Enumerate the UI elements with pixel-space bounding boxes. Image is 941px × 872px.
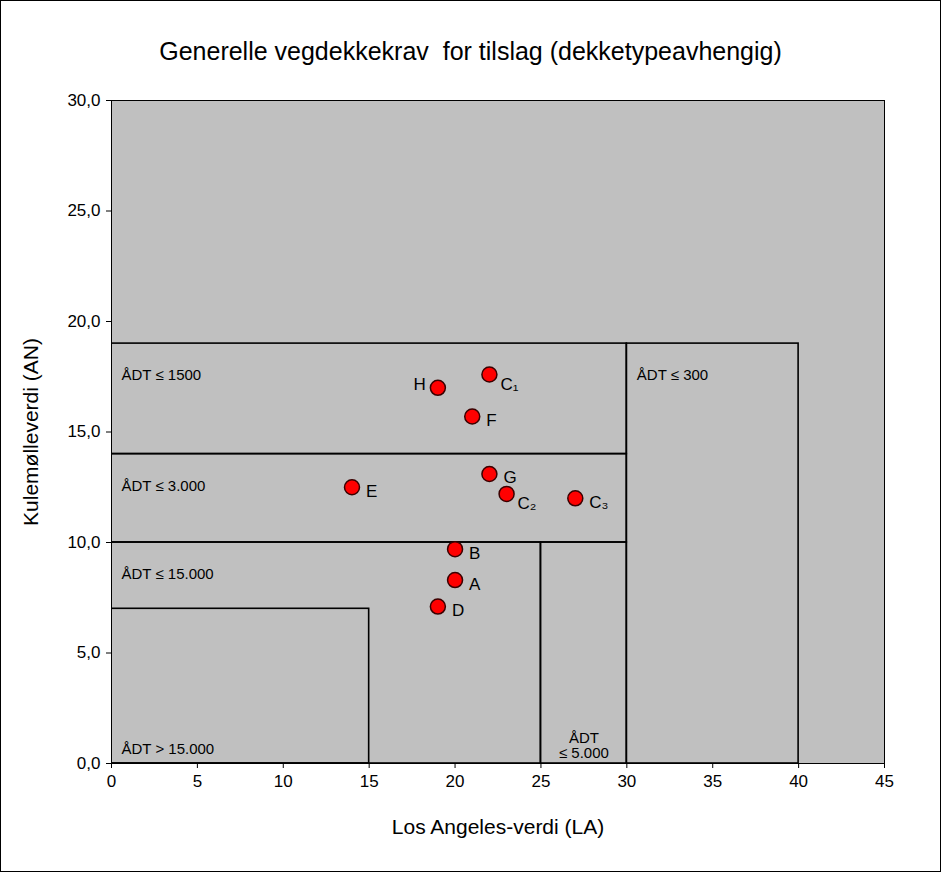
svg-text:10,0: 10,0 xyxy=(67,533,100,552)
svg-text:35: 35 xyxy=(703,772,722,791)
svg-text:0: 0 xyxy=(107,772,116,791)
svg-text:Kulemølleverdi (AN): Kulemølleverdi (AN) xyxy=(19,338,42,526)
svg-text:5: 5 xyxy=(193,772,202,791)
svg-text:E: E xyxy=(366,482,377,501)
svg-text:20: 20 xyxy=(446,772,465,791)
svg-text:H: H xyxy=(414,375,426,394)
svg-text:ÅDT ≤ 3.000: ÅDT ≤ 3.000 xyxy=(122,477,206,494)
svg-text:ÅDT ≤ 15.000: ÅDT ≤ 15.000 xyxy=(122,565,214,582)
svg-text:ÅDT > 15.000: ÅDT > 15.000 xyxy=(122,740,215,757)
svg-text:D: D xyxy=(452,601,464,620)
svg-text:C₂: C₂ xyxy=(518,494,537,513)
svg-text:30,0: 30,0 xyxy=(67,91,100,110)
svg-text:5,0: 5,0 xyxy=(77,643,101,662)
svg-text:ÅDT≤ 5.000: ÅDT≤ 5.000 xyxy=(559,729,609,761)
svg-text:15: 15 xyxy=(360,772,379,791)
svg-text:40: 40 xyxy=(789,772,808,791)
svg-text:30: 30 xyxy=(617,772,636,791)
svg-text:0,0: 0,0 xyxy=(77,754,101,773)
svg-text:10: 10 xyxy=(274,772,293,791)
svg-text:Los Angeles-verdi (LA): Los Angeles-verdi (LA) xyxy=(392,815,604,838)
svg-text:25,0: 25,0 xyxy=(67,201,100,220)
svg-text:C₃: C₃ xyxy=(589,493,608,512)
svg-text:A: A xyxy=(469,575,481,594)
svg-text:20,0: 20,0 xyxy=(67,312,100,331)
svg-text:C₁: C₁ xyxy=(500,375,518,394)
svg-text:15,0: 15,0 xyxy=(67,422,100,441)
svg-text:F: F xyxy=(486,411,496,430)
svg-text:ÅDT ≤ 300: ÅDT ≤ 300 xyxy=(637,366,708,383)
svg-text:25: 25 xyxy=(531,772,550,791)
svg-text:B: B xyxy=(469,544,480,563)
svg-text:G: G xyxy=(503,468,516,487)
svg-text:45: 45 xyxy=(875,772,894,791)
svg-text:ÅDT ≤ 1500: ÅDT ≤ 1500 xyxy=(122,366,202,383)
html-text:Generelle vegdekkekrav for til: Generelle vegdekkekrav for tilslag (dekk… xyxy=(159,37,782,65)
